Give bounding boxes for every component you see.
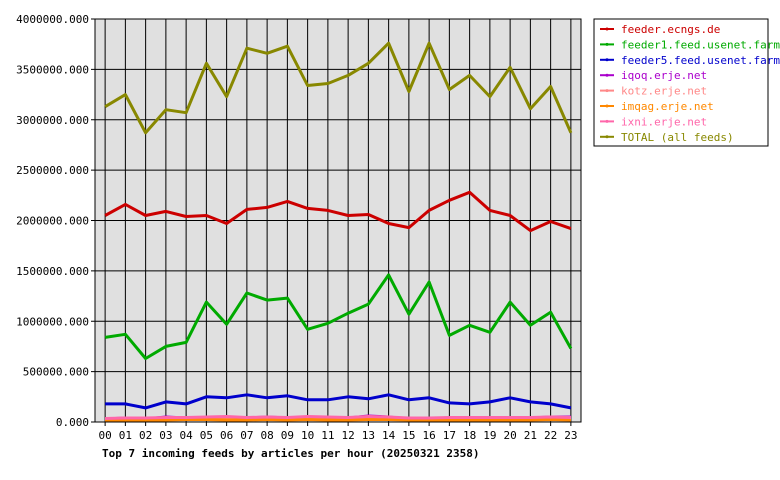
legend-box bbox=[593, 18, 769, 147]
y-tick-label: 3000000.000 bbox=[16, 114, 89, 127]
legend-marker bbox=[605, 89, 609, 93]
y-tick-label: 2000000.000 bbox=[16, 215, 89, 228]
legend-entry-label: imqag.erje.net bbox=[621, 100, 714, 113]
legend-marker bbox=[605, 104, 609, 108]
y-tick-label: 1000000.000 bbox=[16, 315, 89, 328]
x-tick-label: 19 bbox=[483, 429, 496, 442]
y-tick-label: 3500000.000 bbox=[16, 63, 89, 76]
x-tick-label: 16 bbox=[423, 429, 436, 442]
x-tick-label: 04 bbox=[180, 429, 194, 442]
y-tick-label: 4000000.000 bbox=[16, 13, 89, 26]
x-tick-label: 09 bbox=[281, 429, 294, 442]
legend-entry-label: feeder.ecngs.de bbox=[621, 23, 720, 36]
chart-title: Top 7 incoming feeds by articles per hou… bbox=[102, 447, 480, 460]
legend-marker bbox=[605, 119, 609, 123]
x-tick-label: 06 bbox=[220, 429, 233, 442]
y-tick-labels: 0.000 500000.000 1000000.000 1500000.000 200… bbox=[16, 13, 89, 429]
legend-entry-label: iqoq.erje.net bbox=[621, 69, 707, 82]
x-tick-label: 10 bbox=[301, 429, 314, 442]
x-tick-label: 07 bbox=[240, 429, 253, 442]
series-line-1 bbox=[104, 273, 573, 360]
legend-marker bbox=[605, 58, 609, 62]
legend-marker bbox=[605, 73, 609, 77]
legend-entry-label: feeder5.feed.usenet.farm bbox=[621, 54, 780, 67]
y-tick-label: 0.000 bbox=[56, 416, 89, 429]
series-line-5 bbox=[105, 418, 571, 422]
x-tick-label: 18 bbox=[463, 429, 476, 442]
legend-entry-label: TOTAL (all feeds) bbox=[621, 131, 734, 144]
series-line-7 bbox=[104, 41, 573, 135]
series-lines bbox=[104, 41, 573, 422]
x-tick-label: 11 bbox=[321, 429, 334, 442]
y-tick-label: 2500000.000 bbox=[16, 164, 89, 177]
x-tick-label: 02 bbox=[139, 429, 152, 442]
y-tick-label: 500000.000 bbox=[23, 366, 89, 379]
x-tick-label: 15 bbox=[402, 429, 415, 442]
y-tick-label: 1500000.000 bbox=[16, 265, 89, 278]
x-tick-label: 01 bbox=[119, 429, 132, 442]
x-tick-label: 03 bbox=[159, 429, 172, 442]
x-tick-label: 22 bbox=[544, 429, 557, 442]
series-line-2 bbox=[105, 393, 572, 410]
legend-entry-label: kotz.erje.net bbox=[621, 85, 707, 98]
legend-marker bbox=[605, 27, 609, 31]
x-tick-label: 05 bbox=[200, 429, 213, 442]
legend-marker bbox=[605, 135, 609, 139]
series-line-6 bbox=[105, 415, 571, 420]
x-tick-label: 08 bbox=[261, 429, 274, 442]
x-tick-label: 20 bbox=[504, 429, 517, 442]
legend-entry-label: ixni.erje.net bbox=[621, 115, 707, 128]
x-tick-label: 12 bbox=[342, 429, 355, 442]
legend-entry-label: feeder1.feed.usenet.farm bbox=[621, 38, 780, 51]
x-tick-labels: 00 01 02 03 04 05 06 07 08 09 10 11 12 13 14 15 16 17 18 19… bbox=[99, 429, 578, 442]
x-tick-label: 21 bbox=[524, 429, 537, 442]
x-tick-label: 23 bbox=[564, 429, 577, 442]
x-tick-label: 14 bbox=[382, 429, 396, 442]
x-tick-label: 13 bbox=[362, 429, 375, 442]
series-line-0 bbox=[104, 190, 572, 233]
x-tick-label: 17 bbox=[443, 429, 456, 442]
x-tick-label: 00 bbox=[99, 429, 112, 442]
legend: feeder.ecngs.de feeder1.feed.usenet.farm f… bbox=[600, 23, 780, 144]
legend-marker bbox=[605, 42, 609, 46]
